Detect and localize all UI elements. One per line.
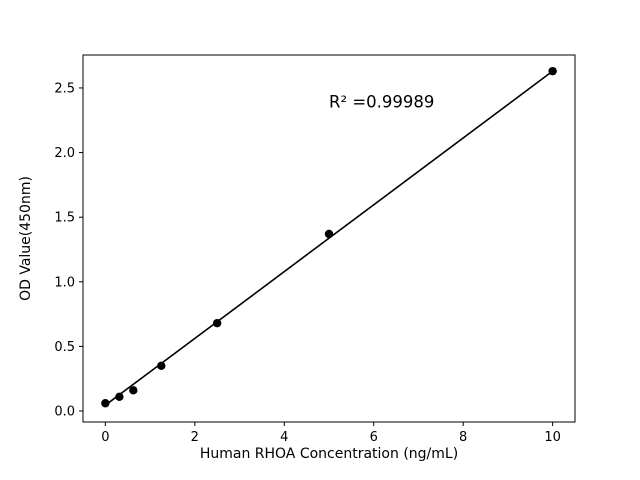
x-tick-label: 8 bbox=[459, 430, 467, 445]
y-axis-label: OD Value(450nm) bbox=[18, 176, 34, 301]
data-point bbox=[129, 386, 138, 395]
x-axis-label: Human RHOA Concentration (ng/mL) bbox=[200, 446, 458, 462]
y-tick-label: 2.5 bbox=[54, 81, 75, 96]
data-point bbox=[212, 318, 222, 328]
x-tick-label: 2 bbox=[191, 430, 199, 445]
data-point bbox=[115, 392, 124, 402]
y-tick-label: 0.5 bbox=[54, 340, 75, 355]
y-tick-label: 2.0 bbox=[54, 146, 75, 161]
x-tick-label: 10 bbox=[544, 430, 561, 445]
x-tick-label: 0 bbox=[101, 430, 109, 445]
r-squared-annotation: R² =0.99989 bbox=[329, 92, 434, 111]
data-point bbox=[324, 229, 334, 239]
x-tick-label: 6 bbox=[370, 430, 378, 445]
data-point bbox=[157, 361, 166, 370]
y-tick-label: 0.0 bbox=[54, 405, 75, 420]
x-tick-label: 4 bbox=[280, 430, 288, 445]
data-point bbox=[101, 399, 110, 408]
plot-border bbox=[82, 54, 576, 423]
y-tick-label: 1.5 bbox=[54, 211, 75, 226]
y-tick-label: 1.0 bbox=[54, 275, 75, 290]
data-point bbox=[548, 66, 557, 76]
